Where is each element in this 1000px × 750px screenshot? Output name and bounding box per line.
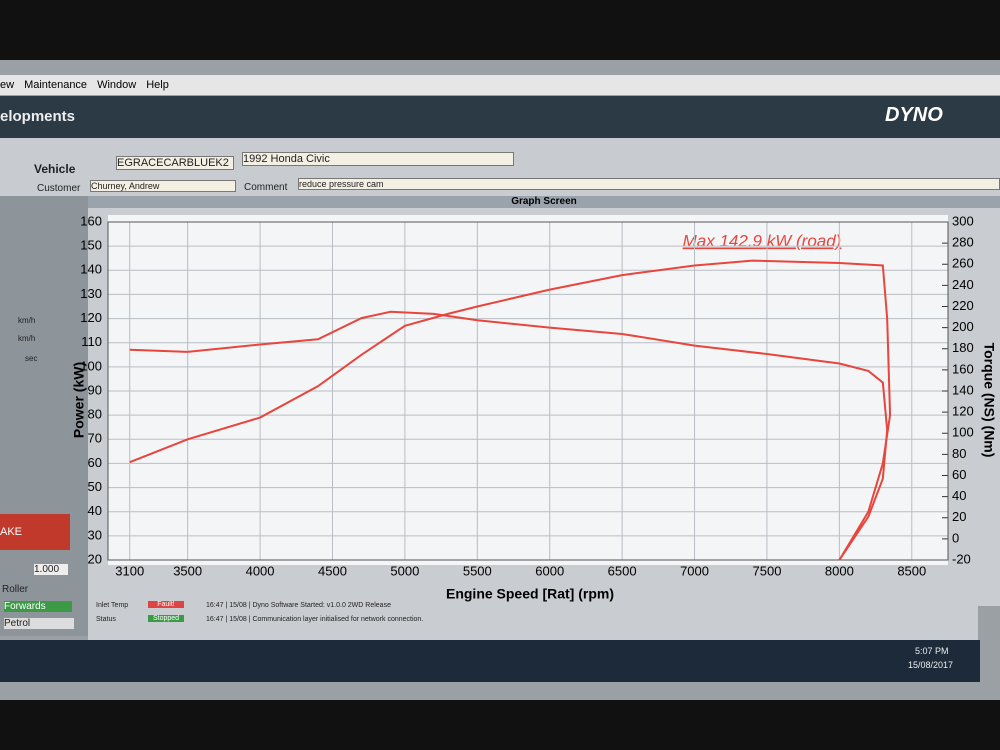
y2-tick-label: 40 [952, 488, 966, 503]
y2-tick-label: 60 [952, 467, 966, 482]
y-tick-label: 160 [80, 213, 102, 228]
header: elopments DYNO [0, 96, 1000, 138]
y2-tick-label: 120 [952, 404, 974, 419]
y2-tick-label: 140 [952, 382, 974, 397]
label: Inlet Temp [96, 602, 129, 609]
y-tick-label: 70 [88, 431, 102, 446]
side-panel: km/h km/h sec AKE 1.000 Roller Forwards … [0, 196, 88, 636]
menu-item[interactable]: Help [146, 79, 169, 91]
series-line [129, 259, 892, 561]
badge: Fault! [148, 601, 184, 608]
panel-title: Graph Screen [88, 196, 1000, 208]
y-axis-label: Power (kW) [71, 362, 87, 438]
y-tick-label: 100 [80, 358, 102, 373]
field[interactable]: Churney, Andrew [90, 180, 236, 192]
x-tick-label: 8500 [897, 563, 926, 578]
clock: 5:07 PM [915, 646, 949, 656]
x-axis-label: Engine Speed [Rat] (rpm) [446, 586, 614, 602]
taskbar: 5:07 PM 15/08/2017 [0, 640, 980, 682]
menu-bar: ew Maintenance Window Help [0, 75, 1000, 95]
field[interactable]: 1.000 [34, 564, 68, 575]
label: Customer [37, 183, 81, 194]
badge: Stopped [148, 615, 184, 622]
y2-tick-label: -20 [952, 551, 971, 566]
dropdown[interactable]: Forwards [4, 601, 72, 612]
y2-tick-label: 80 [952, 446, 966, 461]
y-tick-label: 90 [88, 382, 102, 397]
x-tick-label: 5500 [463, 563, 492, 578]
app-title: elopments [0, 108, 76, 125]
x-tick-label: 3500 [173, 563, 202, 578]
dropdown[interactable]: Petrol [4, 618, 74, 629]
y2-tick-label: 160 [952, 361, 974, 376]
x-tick-label: 6000 [535, 563, 564, 578]
y2-tick-label: 240 [952, 277, 974, 292]
x-tick-label: 7500 [753, 563, 782, 578]
menu-item[interactable]: Maintenance [24, 79, 88, 91]
unit: km/h [18, 334, 36, 343]
x-tick-label: 8000 [825, 563, 854, 578]
log-line: 16:47 | 15/08 | Communication layer init… [206, 616, 424, 623]
y2-tick-label: 100 [952, 425, 974, 440]
y-tick-label: 140 [80, 262, 102, 277]
unit: km/h [18, 316, 36, 325]
label: Comment [244, 182, 288, 193]
y2-tick-label: 260 [952, 256, 974, 271]
y2-tick-label: 300 [952, 213, 974, 228]
log-line: 16:47 | 15/08 | Dyno Software Started: v… [206, 602, 391, 609]
y2-tick-label: 280 [952, 235, 974, 250]
y-tick-label: 120 [80, 310, 102, 325]
logo: DYNO [885, 104, 943, 126]
y2-axis-label: Torque (NS) (Nm) [981, 343, 997, 458]
series-line [129, 310, 889, 561]
field[interactable]: EGRACECARBLUEK2 [116, 156, 234, 170]
x-tick-label: 3100 [115, 563, 144, 578]
status-area: Inlet Temp Fault! Status Stopped 16:47 |… [88, 598, 978, 640]
x-tick-label: 4500 [318, 563, 347, 578]
y-tick-label: 150 [80, 238, 102, 253]
vehicle-bar: Vehicle EGRACECARBLUEK2 1992 Honda Civic… [0, 138, 1000, 196]
plot-frame [107, 221, 949, 561]
x-tick-label: 7000 [680, 563, 709, 578]
annotation: Max 142.9 kW (road) [683, 231, 842, 250]
field[interactable]: 1992 Honda Civic [242, 152, 514, 166]
label: Vehicle [34, 162, 76, 176]
y-tick-label: 60 [88, 455, 102, 470]
y2-tick-label: 180 [952, 340, 974, 355]
plot-bg [108, 215, 948, 565]
y-tick-label: 40 [88, 503, 102, 518]
y-tick-label: 50 [88, 479, 102, 494]
unit: sec [25, 354, 38, 363]
y-tick-label: 110 [81, 334, 102, 349]
label: Roller [2, 584, 29, 595]
y2-tick-label: 220 [952, 298, 974, 313]
y2-tick-label: 200 [952, 319, 974, 334]
x-tick-label: 5000 [390, 563, 419, 578]
y-tick-label: 130 [80, 286, 102, 301]
date: 15/08/2017 [908, 660, 954, 670]
x-tick-label: 4000 [246, 563, 275, 578]
menu-item[interactable]: ew [0, 79, 15, 91]
y2-tick-label: 0 [952, 530, 959, 545]
x-tick-label: 6500 [608, 563, 637, 578]
y-tick-label: 20 [88, 551, 102, 566]
y2-tick-label: 20 [952, 509, 966, 524]
menu-item[interactable]: Window [97, 79, 137, 91]
button[interactable]: AKE [0, 514, 70, 550]
y-tick-label: 30 [88, 527, 102, 542]
label: Status [96, 616, 116, 623]
y-tick-label: 80 [88, 407, 102, 422]
